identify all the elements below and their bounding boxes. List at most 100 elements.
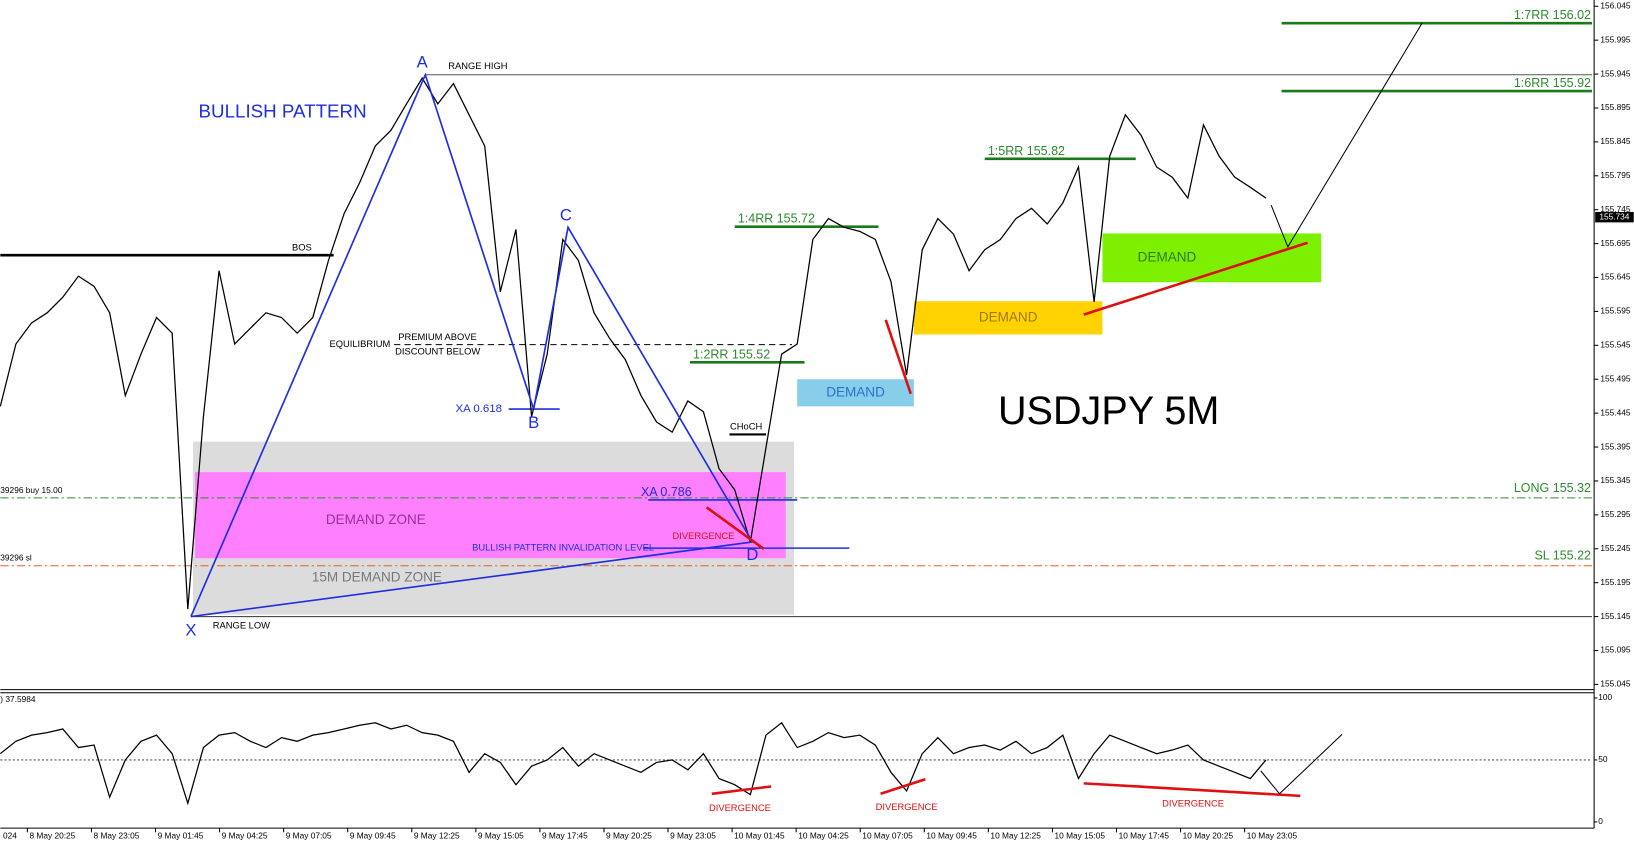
y-tick-label: 155.495: [1600, 373, 1630, 383]
y-tick-label: 155.695: [1600, 238, 1630, 248]
x-tick-label: 9 May 09:45: [350, 831, 396, 841]
y-tick-label: 155.445: [1600, 407, 1630, 417]
x-tick-label: 10 May 01:45: [734, 831, 785, 841]
y-tick-label: 155.795: [1600, 170, 1630, 180]
x-tick-label: 8 May 20:25: [29, 831, 75, 841]
trend-line: [1083, 241, 1309, 316]
premium-label: PREMIUM ABOVE: [398, 332, 477, 342]
pattern-label: BULLISH PATTERN: [199, 100, 367, 121]
x-tick-label: 10 May 23:05: [1247, 831, 1298, 841]
projection-line: [1260, 734, 1343, 795]
level-label: EQUILIBRIUM: [329, 339, 390, 349]
demand-zone: [797, 379, 914, 407]
y-tick-label: 155.195: [1600, 577, 1630, 587]
zone-label: DEMAND: [1138, 249, 1197, 264]
demand-zone: [195, 472, 786, 559]
x-tick-label: 10 May 12:25: [990, 831, 1041, 841]
divergence-label: DIVERGENCE: [876, 802, 938, 812]
zone-label: DEMAND: [979, 309, 1038, 324]
y-tick-label: 155.145: [1600, 611, 1630, 621]
x-tick-label: 9 May 20:25: [606, 831, 652, 841]
x-tick-label: 024: [3, 831, 17, 841]
demand-zone: [1102, 233, 1322, 283]
y-tick-label: 155.345: [1600, 475, 1630, 485]
y-tick-label: 155.895: [1600, 102, 1630, 112]
x-tick-label: 9 May 17:45: [542, 831, 588, 841]
divergence-line: [880, 777, 926, 796]
x-tick-label: 9 May 23:05: [670, 831, 716, 841]
chart-title: USDJPY 5M: [998, 389, 1219, 433]
x-tick-label: 10 May 09:45: [926, 831, 977, 841]
pattern-point-label: D: [746, 545, 758, 564]
y-tick-label: 155.295: [1600, 509, 1630, 519]
level-label: BOS: [292, 242, 312, 252]
pattern-line: [190, 72, 754, 618]
pattern-point-label: C: [560, 205, 572, 224]
fib-label: XA 0.618: [456, 403, 502, 415]
osc-tick-label: 0: [1598, 816, 1603, 826]
y-tick-label: 155.395: [1600, 441, 1630, 451]
osc-line: [0, 721, 1267, 806]
x-tick-label: 10 May 07:05: [862, 831, 913, 841]
divergence-label: DIVERGENCE: [709, 803, 771, 813]
invalidation-label: BULLISH PATTERN INVALIDATION LEVEL: [472, 543, 654, 553]
fib-label: XA 0.786: [641, 485, 692, 499]
y-tick-label: 155.745: [1600, 204, 1630, 214]
y-tick-label: 155.995: [1600, 34, 1630, 44]
y-tick-label: 155.245: [1600, 543, 1630, 553]
target-label: 1:5RR 155.82: [988, 144, 1065, 158]
x-tick-label: 9 May 07:05: [286, 831, 332, 841]
x-tick-label: 9 May 12:25: [414, 831, 460, 841]
x-tick-label: 10 May 20:25: [1183, 831, 1234, 841]
divergence-line: [1083, 782, 1301, 798]
y-tick-label: 156.045: [1600, 0, 1630, 10]
zone-label: 15M DEMAND ZONE: [312, 570, 442, 585]
level-label: RANGE HIGH: [448, 61, 507, 71]
y-tick-label: 155.595: [1600, 306, 1630, 316]
trade-label: SL 155.22: [1534, 549, 1591, 563]
osc-label: ) 37.5984: [0, 694, 36, 704]
y-tick-label: 155.095: [1600, 645, 1630, 655]
zone-label: DEMAND: [826, 384, 885, 399]
divergence-label: DIVERGENCE: [673, 531, 735, 541]
x-tick-label: 10 May 04:25: [798, 831, 849, 841]
divergence-line: [884, 319, 912, 395]
pattern-point-label: B: [528, 413, 539, 432]
y-tick-label: 155.545: [1600, 340, 1630, 350]
demand-zone: [913, 301, 1103, 335]
osc-tick-label: 50: [1598, 754, 1608, 764]
pattern-point-label: A: [417, 53, 429, 72]
trade-label: LONG 155.32: [1514, 481, 1591, 495]
order-label: 39296 sl: [0, 553, 32, 563]
target-label: 1:2RR 155.52: [693, 347, 770, 361]
level-label: RANGE LOW: [213, 620, 270, 630]
x-tick-label: 8 May 23:05: [94, 831, 140, 841]
price-line: [0, 76, 1267, 610]
x-tick-label: 9 May 04:25: [222, 831, 268, 841]
discount-label: DISCOUNT BELOW: [395, 346, 480, 356]
divergence-line: [711, 785, 772, 796]
target-label: 1:6RR 155.92: [1514, 76, 1591, 90]
divergence-line: [705, 506, 765, 551]
target-label: 1:4RR 155.72: [738, 212, 815, 226]
choch-label: CHoCH: [730, 422, 762, 432]
osc-tick-label: 100: [1598, 692, 1612, 702]
zone-label: DEMAND ZONE: [326, 512, 426, 527]
divergence-label: DIVERGENCE: [1162, 799, 1224, 809]
projection-line: [1270, 22, 1423, 249]
target-label: 1:7RR 156.02: [1514, 8, 1591, 22]
current-price-label: 155.734: [1599, 211, 1629, 221]
x-tick-label: 10 May 15:05: [1055, 831, 1106, 841]
y-tick-label: 155.845: [1600, 136, 1630, 146]
order-label: 39296 buy 15.00: [0, 485, 62, 495]
y-tick-label: 155.945: [1600, 68, 1630, 78]
y-tick-label: 155.645: [1600, 272, 1630, 282]
x-tick-label: 9 May 15:05: [478, 831, 524, 841]
y-tick-label: 155.045: [1600, 679, 1630, 689]
x-tick-label: 10 May 17:45: [1119, 831, 1170, 841]
pattern-point-label: X: [185, 621, 196, 640]
current-price-box: [1595, 211, 1634, 223]
x-tick-label: 9 May 01:45: [158, 831, 204, 841]
